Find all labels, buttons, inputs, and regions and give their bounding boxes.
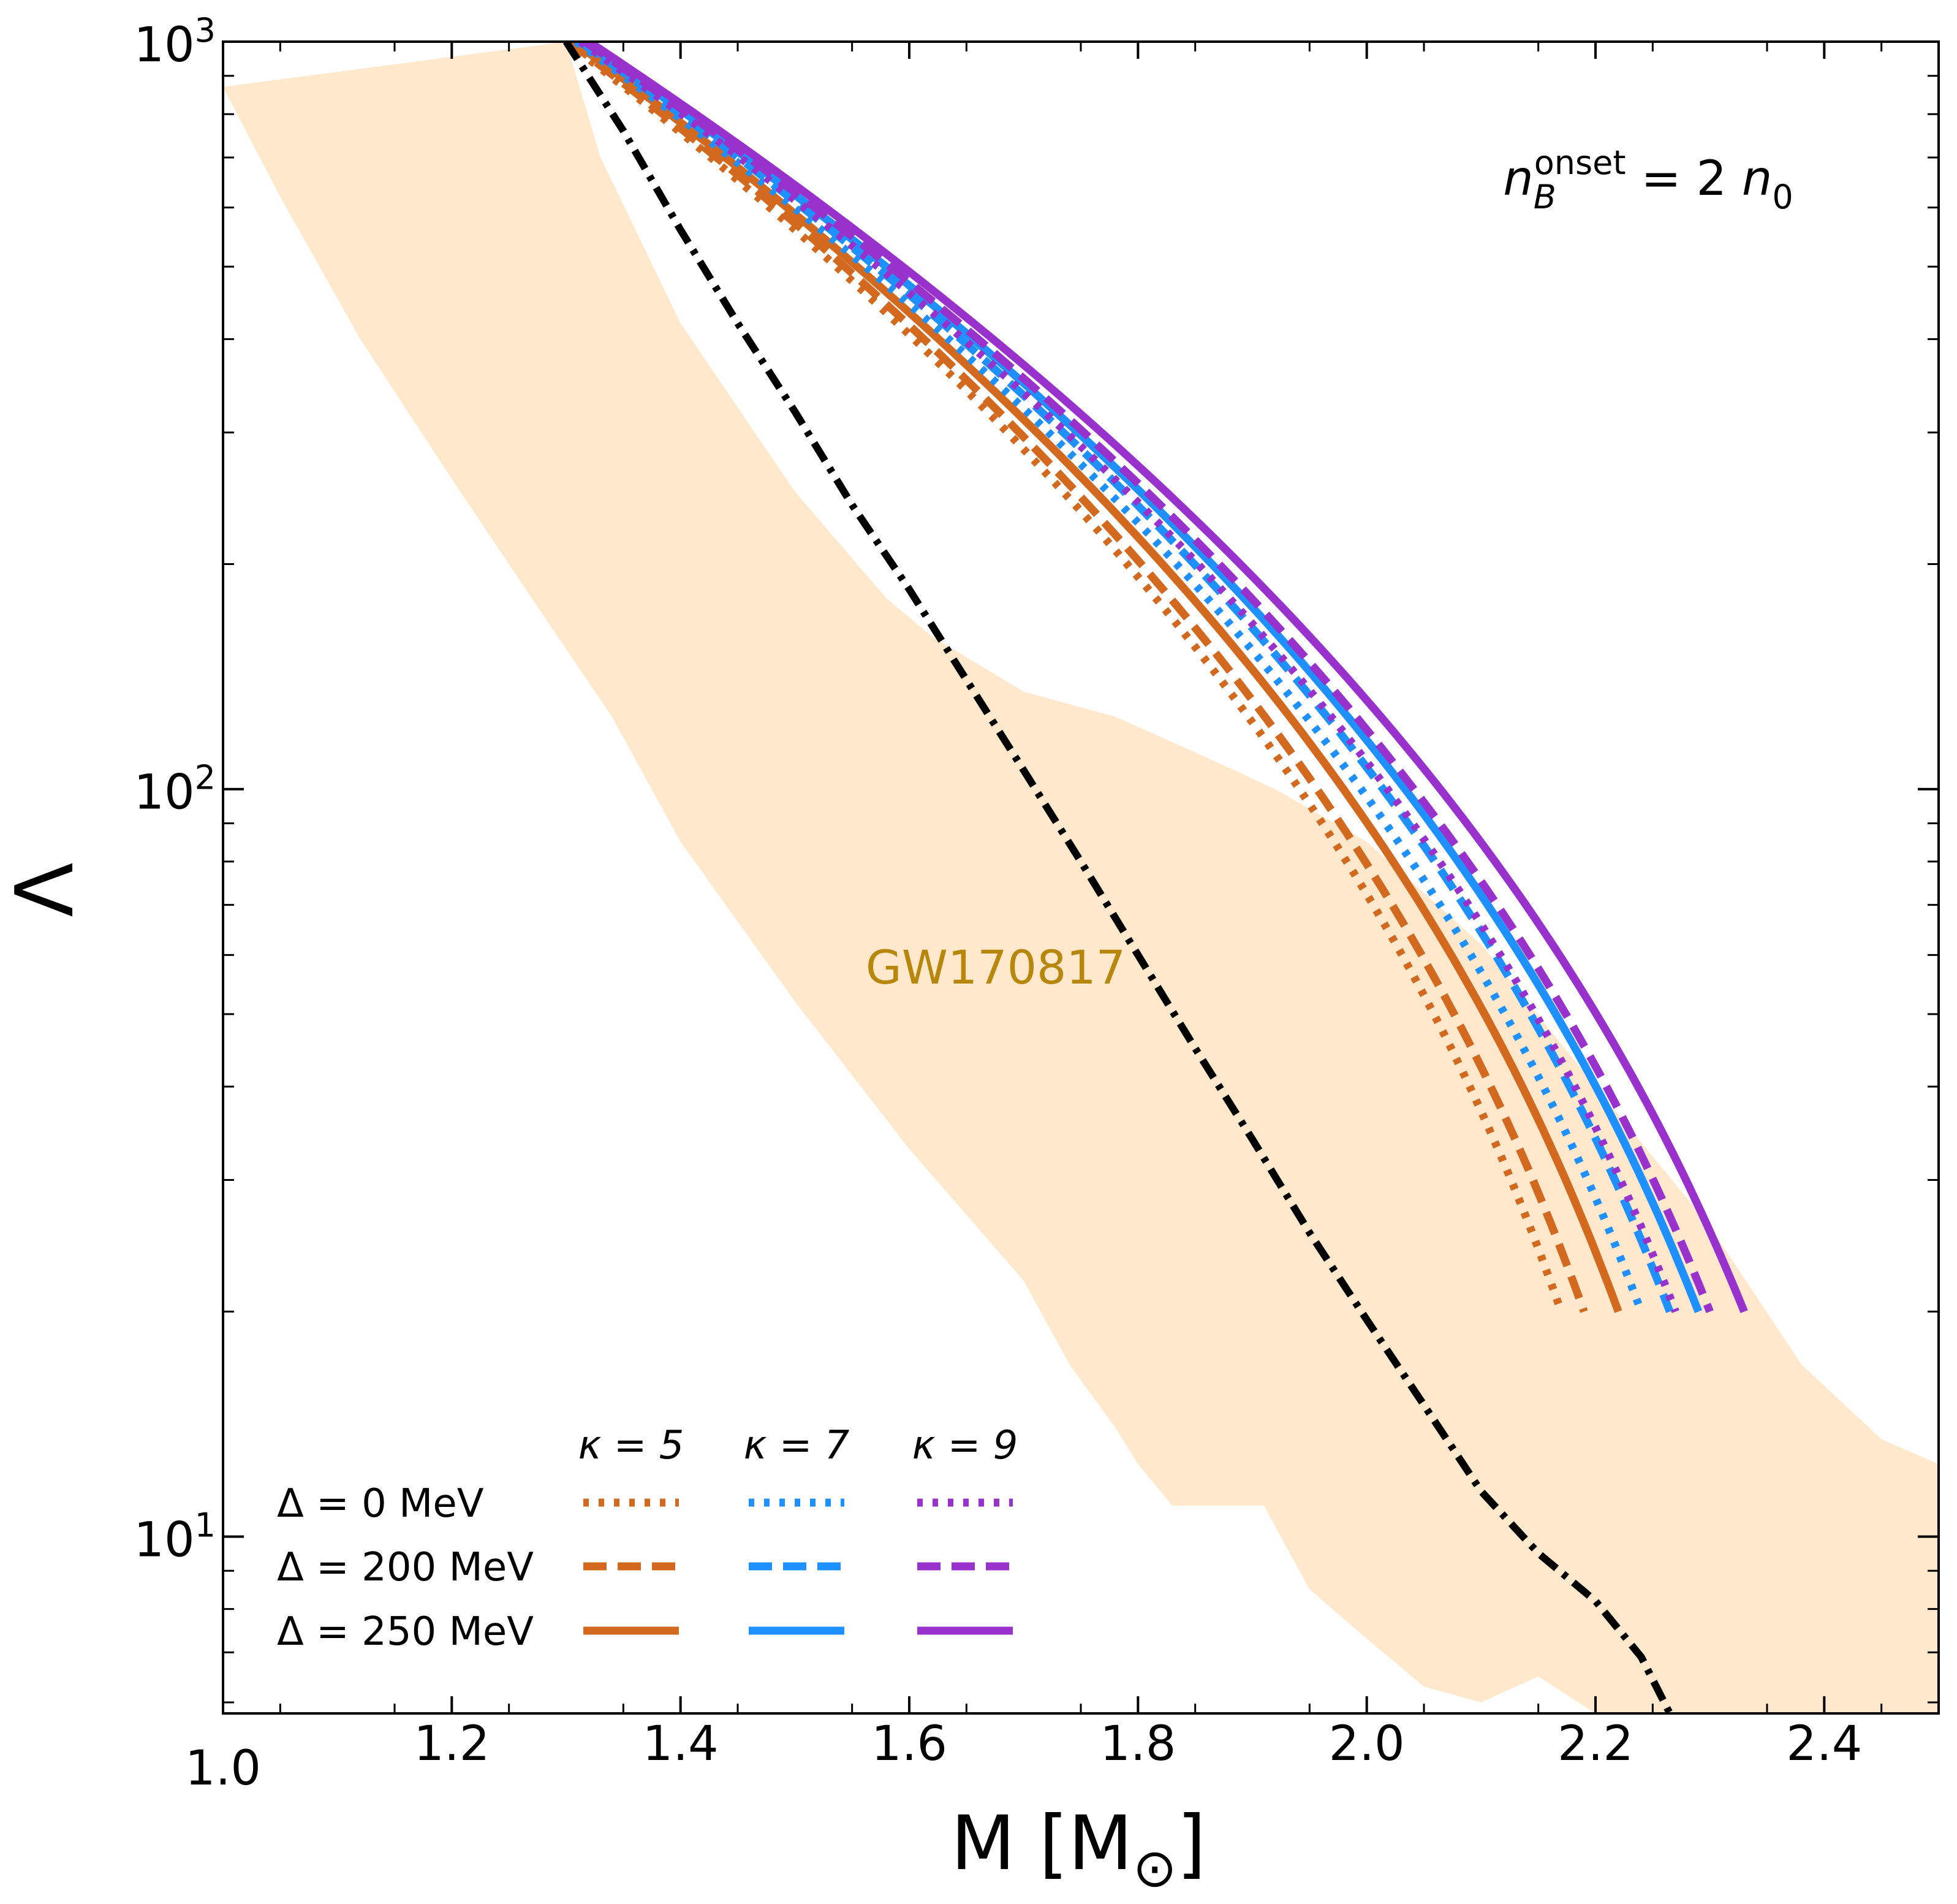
y-tick-label: 103 — [134, 11, 216, 73]
curve-kappa5-delta200 — [566, 42, 1588, 1313]
onset-equals: = 2 — [1626, 151, 1742, 207]
legend-header-kappa: κ = 5 — [578, 1423, 684, 1468]
onset-sub: B — [1534, 178, 1556, 216]
x-axis-title-sub: ⊙ — [1133, 1838, 1177, 1899]
x-axis-title-close: ] — [1177, 1800, 1206, 1887]
x-tick-label: 1.2 — [414, 1716, 490, 1772]
y-tick-exponent: 2 — [195, 759, 216, 797]
onset-n0: n — [1742, 151, 1772, 207]
onset-n0-sub: 0 — [1772, 178, 1793, 216]
curve-layer — [562, 42, 1748, 1713]
curve-kappa9-delta200 — [582, 42, 1714, 1313]
legend-header-kappa: κ = 9 — [912, 1423, 1018, 1468]
y-tick-exponent: 1 — [195, 1506, 216, 1544]
y-tick-base: 10 — [134, 765, 194, 821]
band-label: GW170817 — [866, 940, 1126, 995]
gw170817-band — [223, 42, 1939, 1713]
x-tick-label: 1.6 — [871, 1716, 947, 1772]
x-tick-label: 1.0 — [185, 1741, 261, 1796]
x-axis-title-main: M [M — [951, 1800, 1133, 1887]
tick-layer — [222, 40, 1939, 1713]
x-axis-title: M [M⊙] — [951, 1800, 1206, 1899]
y-tick-base: 10 — [134, 18, 194, 73]
x-tick-label: 1.4 — [643, 1716, 719, 1772]
x-tick-label: 2.4 — [1786, 1716, 1862, 1772]
x-tick-label: 1.8 — [1100, 1716, 1176, 1772]
y-tick-base: 10 — [134, 1512, 194, 1568]
legend-row-label: Δ = 0 MeV — [277, 1481, 484, 1527]
legend: κ = 5 κ = 7 κ = 9 Δ = 0 MeV Δ = 200 MeV Δ = 2… — [277, 1423, 1018, 1655]
y-tick-label: 102 — [134, 759, 216, 821]
onset-n: n — [1503, 151, 1533, 207]
legend-row-label: Δ = 200 MeV — [277, 1545, 534, 1590]
y-tick-label: 101 — [134, 1506, 216, 1568]
legend-header-kappa: κ = 7 — [744, 1423, 850, 1468]
curve-kappa7-delta200 — [577, 42, 1674, 1313]
curve-kappa9-delta250 — [586, 42, 1748, 1313]
curve-kappa5-delta250 — [570, 42, 1622, 1313]
baseline-curve — [562, 42, 1673, 1713]
legend-row-label: Δ = 250 MeV — [277, 1609, 534, 1655]
y-tick-exponent: 3 — [195, 11, 216, 50]
x-tick-label: 2.0 — [1329, 1716, 1405, 1772]
x-tick-label: 2.2 — [1558, 1716, 1633, 1772]
curve-kappa9-delta0 — [578, 42, 1679, 1313]
y-axis-title: Λ — [0, 863, 91, 917]
gw170817-band-layer — [223, 42, 1939, 1713]
onset-sup: onset — [1534, 143, 1626, 182]
onset-annotation: nBonset = 2 n0 — [1503, 143, 1793, 216]
